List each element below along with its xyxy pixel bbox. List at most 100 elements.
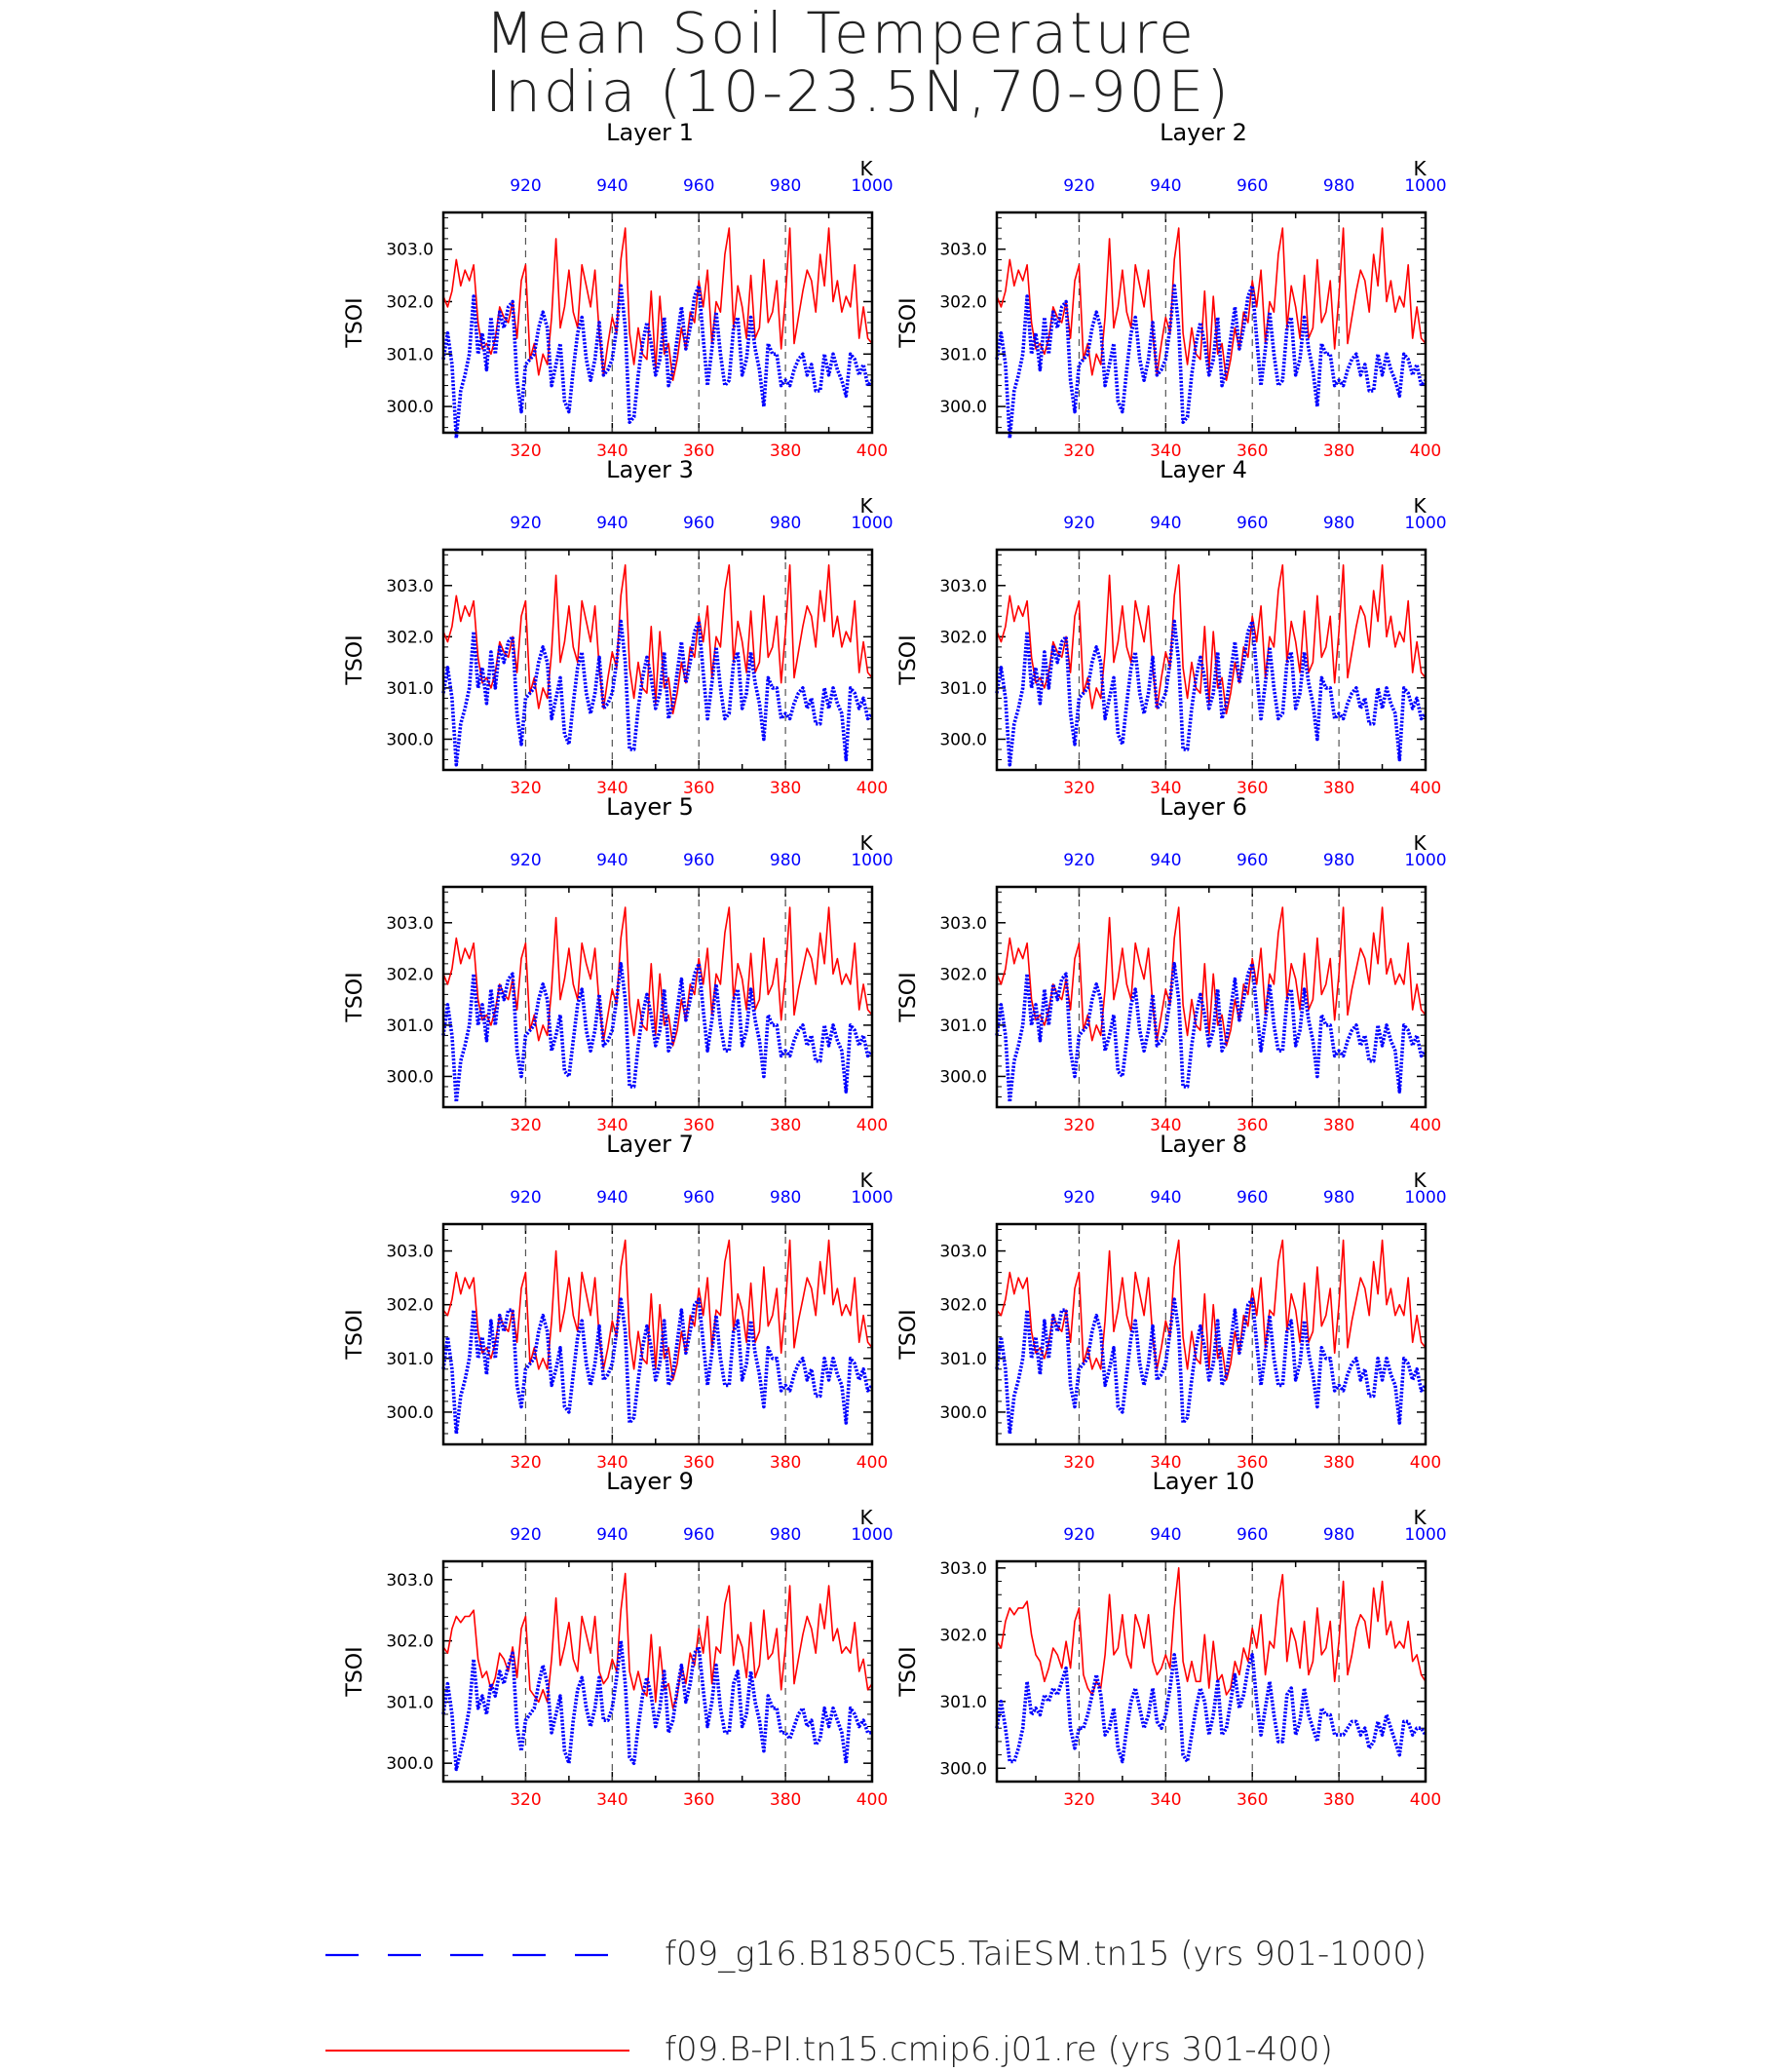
top-tick-label: 920 xyxy=(510,1188,541,1208)
bottom-tick-label: 400 xyxy=(856,1790,888,1810)
panel-title: Layer 6 xyxy=(1160,793,1247,821)
bottom-tick-label: 400 xyxy=(1410,1453,1441,1473)
figure-title: Mean Soil Temperature xyxy=(485,0,1197,66)
top-axis-unit: K xyxy=(1413,831,1427,855)
y-tick-label: 302.0 xyxy=(386,1632,434,1652)
top-tick-label: 1000 xyxy=(1404,1188,1446,1208)
y-tick-label: 301.0 xyxy=(939,345,987,365)
bottom-tick-label: 340 xyxy=(596,1453,628,1473)
bottom-tick-label: 400 xyxy=(1410,441,1441,461)
top-tick-label: 940 xyxy=(596,1525,628,1545)
y-tick-label: 302.0 xyxy=(386,965,434,984)
plot-frame xyxy=(995,1559,1427,1784)
bottom-tick-label: 340 xyxy=(1150,1116,1181,1135)
top-axis-unit: K xyxy=(859,831,873,855)
bottom-tick-label: 360 xyxy=(683,1116,714,1135)
series-blue-line xyxy=(441,1638,872,1772)
series-blue-line xyxy=(995,1653,1427,1764)
y-axis-label: TSOI xyxy=(343,297,367,348)
y-tick-label: 301.0 xyxy=(939,1017,987,1036)
bottom-tick-label: 360 xyxy=(683,1790,714,1810)
bottom-tick-label: 340 xyxy=(1150,441,1181,461)
y-tick-label: 302.0 xyxy=(939,1626,987,1645)
y-axis-label: TSOI xyxy=(896,1646,921,1697)
plot-frame xyxy=(995,548,1427,772)
top-tick-label: 920 xyxy=(1063,176,1094,196)
y-tick-label: 300.0 xyxy=(939,1759,987,1779)
bottom-tick-label: 320 xyxy=(1063,441,1094,461)
panel-title: Layer 10 xyxy=(1152,1468,1254,1495)
bottom-tick-label: 360 xyxy=(1237,779,1268,798)
bottom-tick-label: 340 xyxy=(596,441,628,461)
y-axis-label: TSOI xyxy=(343,972,367,1022)
y-tick-label: 301.0 xyxy=(939,1350,987,1369)
bottom-tick-label: 380 xyxy=(1323,441,1354,461)
bottom-tick-label: 380 xyxy=(1323,1453,1354,1473)
bottom-tick-label: 320 xyxy=(1063,1116,1094,1135)
plot-frame xyxy=(441,548,874,772)
series-blue-line xyxy=(995,1297,1427,1436)
top-tick-label: 980 xyxy=(770,514,801,533)
bottom-tick-label: 380 xyxy=(1323,1790,1354,1810)
figure-subtitle: India (10-23.5N,70-90E) xyxy=(485,58,1232,125)
legend-label-cmip6: f09.B-PI.tn15.cmip6.j01.re (yrs 301-400) xyxy=(665,2030,1333,2068)
top-tick-label: 980 xyxy=(1323,514,1354,533)
top-tick-label: 960 xyxy=(683,514,714,533)
top-axis-unit: K xyxy=(1413,1169,1427,1192)
plot-frame xyxy=(441,1559,874,1784)
top-tick-label: 960 xyxy=(683,1525,714,1545)
y-tick-label: 300.0 xyxy=(386,1754,434,1774)
top-tick-label: 920 xyxy=(510,1525,541,1545)
series-red-line xyxy=(442,563,873,715)
series-blue-line xyxy=(995,284,1427,441)
bottom-tick-label: 320 xyxy=(510,441,541,461)
top-tick-label: 940 xyxy=(1150,851,1181,870)
y-tick-label: 301.0 xyxy=(386,345,434,365)
y-tick-label: 301.0 xyxy=(386,679,434,699)
y-tick-label: 303.0 xyxy=(939,1559,987,1579)
y-tick-label: 300.0 xyxy=(939,730,987,749)
y-tick-label: 300.0 xyxy=(939,1067,987,1087)
panel-title: Layer 2 xyxy=(1160,119,1247,146)
top-tick-label: 1000 xyxy=(851,851,893,870)
top-tick-label: 1000 xyxy=(851,1188,893,1208)
plot-frame xyxy=(441,1222,874,1446)
bottom-tick-label: 340 xyxy=(596,1790,628,1810)
plot-frame xyxy=(995,885,1427,1109)
bottom-tick-label: 400 xyxy=(1410,1790,1441,1810)
top-tick-label: 1000 xyxy=(851,1525,893,1545)
y-tick-label: 300.0 xyxy=(386,1403,434,1423)
bottom-tick-label: 380 xyxy=(770,1116,801,1135)
series-blue-line xyxy=(995,619,1427,767)
y-tick-label: 303.0 xyxy=(386,1571,434,1591)
bottom-tick-label: 400 xyxy=(856,1453,888,1473)
bottom-tick-label: 400 xyxy=(856,779,888,798)
series-blue-line xyxy=(441,1297,874,1436)
top-tick-label: 920 xyxy=(510,176,541,196)
y-tick-label: 303.0 xyxy=(386,1243,434,1262)
bottom-tick-label: 360 xyxy=(683,441,714,461)
bottom-tick-label: 400 xyxy=(1410,1116,1441,1135)
y-axis-label: TSOI xyxy=(896,1309,921,1360)
y-tick-label: 301.0 xyxy=(939,679,987,699)
bottom-tick-label: 360 xyxy=(683,1453,714,1473)
top-tick-label: 940 xyxy=(596,851,628,870)
panel-title: Layer 7 xyxy=(606,1131,694,1158)
plot-frame xyxy=(441,211,874,435)
top-axis-unit: K xyxy=(1413,157,1427,180)
top-tick-label: 960 xyxy=(1237,1525,1268,1545)
bottom-tick-label: 360 xyxy=(1237,1790,1268,1810)
top-tick-label: 1000 xyxy=(851,514,893,533)
y-axis-label: TSOI xyxy=(896,297,921,348)
y-tick-label: 300.0 xyxy=(386,1067,434,1087)
bottom-tick-label: 380 xyxy=(1323,779,1354,798)
y-tick-label: 301.0 xyxy=(939,1693,987,1712)
bottom-tick-label: 360 xyxy=(1237,1453,1268,1473)
series-red-line xyxy=(442,227,873,382)
y-tick-label: 302.0 xyxy=(386,628,434,647)
panel-title: Layer 1 xyxy=(606,119,694,146)
bottom-tick-label: 400 xyxy=(856,441,888,461)
